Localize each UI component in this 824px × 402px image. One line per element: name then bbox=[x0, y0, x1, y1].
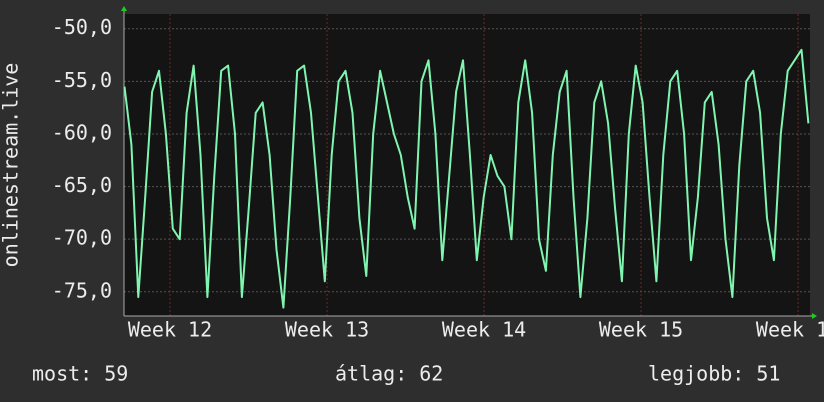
stat-label: legjobb: bbox=[648, 362, 744, 386]
y-axis-label: onlinestream.live bbox=[0, 63, 23, 268]
stat-value: 62 bbox=[419, 362, 443, 386]
axis-arrow bbox=[121, 6, 127, 11]
y-tick-label: -60,0 bbox=[52, 120, 112, 144]
stat-label: most: bbox=[32, 362, 92, 386]
y-tick-label: -65,0 bbox=[52, 173, 112, 197]
plot-area bbox=[124, 14, 810, 316]
x-tick-label: Week 15 bbox=[599, 318, 683, 342]
data-line bbox=[123, 48, 810, 309]
y-tick-label: -75,0 bbox=[52, 278, 112, 302]
x-tick-label: Week 13 bbox=[285, 318, 369, 342]
stat-label: átlag: bbox=[335, 362, 407, 386]
x-tick-label: Week 16 bbox=[756, 318, 824, 342]
y-tick-label: -55,0 bbox=[52, 68, 112, 92]
x-tick-label: Week 14 bbox=[442, 318, 526, 342]
stat-value: 59 bbox=[104, 362, 128, 386]
y-tick-label: -50,0 bbox=[52, 15, 112, 39]
stat-value: 51 bbox=[756, 362, 780, 386]
y-tick-label: -70,0 bbox=[52, 226, 112, 250]
axis-arrow bbox=[812, 313, 817, 319]
x-tick-label: Week 12 bbox=[128, 318, 212, 342]
